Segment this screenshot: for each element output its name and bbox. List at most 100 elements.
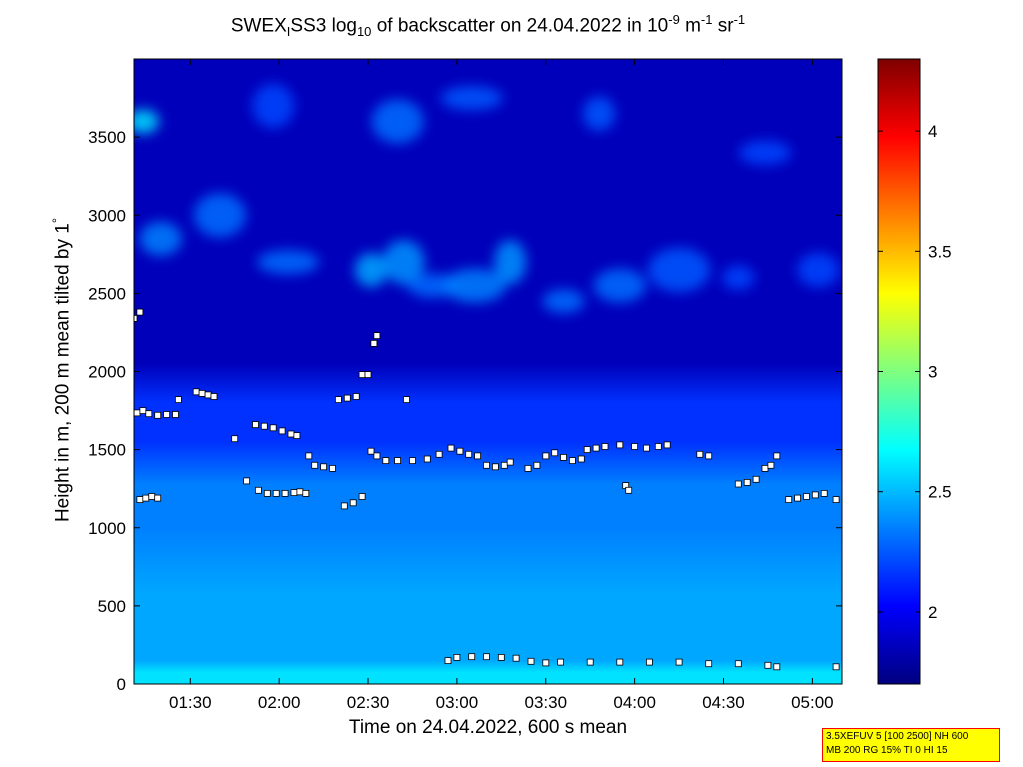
layer-marker <box>794 494 801 502</box>
layer-marker <box>278 427 286 435</box>
aerosol-patch <box>371 99 424 144</box>
layer-marker <box>290 489 298 497</box>
layer-marker <box>192 388 200 396</box>
layer-marker <box>506 458 514 466</box>
aerosol-patch <box>134 109 159 134</box>
layer-marker <box>577 455 585 463</box>
colorbar-tick-label: 3.5 <box>928 242 952 261</box>
y-tick-label: 3500 <box>88 128 126 147</box>
layer-marker <box>293 432 301 440</box>
y-tick-label: 2500 <box>88 284 126 303</box>
layer-marker <box>163 411 171 418</box>
layer-marker <box>465 450 473 458</box>
layer-marker <box>512 654 520 662</box>
layer-marker <box>343 394 351 402</box>
layer-marker <box>542 659 550 667</box>
colorbar-tick-label: 3 <box>928 363 937 382</box>
y-axis-label: Height in m, 200 m mean tilted by 1° <box>49 217 74 523</box>
layer-marker <box>497 654 505 661</box>
layer-marker <box>364 371 372 379</box>
y-tick-label: 3000 <box>88 206 126 225</box>
layer-marker <box>136 496 144 504</box>
info-line-1: 3.5XEFUV 5 [100 2500] NH 600 <box>826 731 969 742</box>
layer-marker <box>447 444 455 452</box>
layer-marker <box>696 450 704 458</box>
x-tick-label: 02:30 <box>347 693 390 712</box>
layer-marker <box>483 461 490 469</box>
layer-marker <box>329 464 336 472</box>
layer-marker <box>134 314 138 322</box>
aerosol-patch <box>583 96 616 131</box>
layer-marker <box>761 464 769 472</box>
aerosol-patch <box>542 289 585 314</box>
layer-marker <box>154 494 162 502</box>
layer-marker <box>340 502 348 510</box>
layer-marker <box>373 452 381 460</box>
aerosol-patch <box>382 240 425 285</box>
layer-marker <box>456 447 464 455</box>
layer-marker <box>142 494 150 502</box>
layer-marker <box>134 409 141 417</box>
layer-marker <box>444 657 452 664</box>
aerosol-patch <box>440 86 503 111</box>
layer-marker <box>172 411 179 418</box>
aerosol-patch <box>257 250 320 275</box>
layer-marker <box>269 424 277 432</box>
layer-marker <box>296 488 304 496</box>
layer-marker <box>148 493 156 500</box>
layer-marker <box>254 486 262 494</box>
x-tick-label: 01:30 <box>169 693 212 712</box>
y-tick-label: 1500 <box>88 441 126 460</box>
layer-marker <box>500 461 508 469</box>
layer-marker <box>592 444 600 452</box>
x-tick-label: 04:30 <box>702 693 745 712</box>
colorbar-axis: 2 2.5 3 3.5 4 <box>878 122 952 622</box>
layer-marker <box>773 663 781 671</box>
layer-marker <box>210 393 218 400</box>
layer-marker <box>811 491 819 499</box>
layer-marker <box>560 453 567 461</box>
layer-marker <box>616 441 624 449</box>
layer-marker <box>435 450 443 458</box>
layer-marker <box>311 461 319 469</box>
colorbar <box>877 58 921 685</box>
layer-marker <box>136 308 144 316</box>
layer-marker <box>483 653 490 661</box>
y-tick-label: 500 <box>98 597 126 616</box>
layer-marker <box>785 496 793 504</box>
layer-marker <box>358 493 366 500</box>
aerosol-patch <box>252 83 295 128</box>
layer-marker <box>263 489 271 497</box>
layer-marker <box>583 446 591 454</box>
layer-marker <box>302 489 310 497</box>
layer-marker <box>625 486 633 494</box>
layer-marker <box>204 391 212 399</box>
layer-marker <box>743 478 751 486</box>
layer-marker <box>616 658 624 666</box>
layer-marker <box>243 477 251 485</box>
aerosol-patch <box>443 268 506 303</box>
layer-marker <box>527 657 535 665</box>
layer-marker <box>820 489 828 497</box>
layer-marker <box>287 430 295 438</box>
layer-marker <box>767 461 775 469</box>
layer-marker <box>260 422 268 430</box>
layer-marker <box>675 658 683 666</box>
chart-title: SWEXISS3 log10 of backscatter on 24.04.2… <box>230 12 746 40</box>
x-tick-label: 02:00 <box>258 693 301 712</box>
layer-marker <box>423 455 431 463</box>
layer-marker <box>453 654 461 661</box>
colorbar-tick-label: 2 <box>928 603 937 622</box>
layer-marker <box>174 396 182 404</box>
layer-marker <box>358 371 366 379</box>
aerosol-patch <box>354 252 387 287</box>
layer-marker <box>491 463 499 471</box>
layer-marker <box>832 496 840 504</box>
layer-marker <box>252 421 259 429</box>
x-tick-label: 05:00 <box>791 693 834 712</box>
x-tick-label: 03:30 <box>524 693 567 712</box>
aerosol-patch <box>648 247 711 292</box>
layer-marker <box>646 658 653 666</box>
layer-marker <box>403 396 410 404</box>
